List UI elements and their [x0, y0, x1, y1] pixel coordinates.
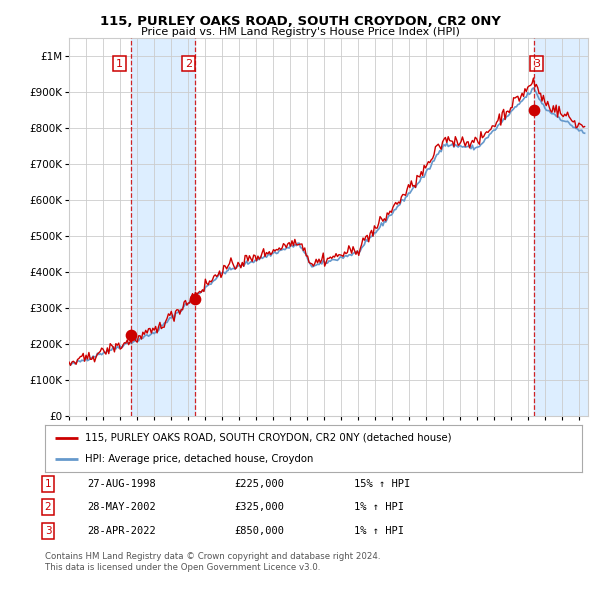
Text: Contains HM Land Registry data © Crown copyright and database right 2024.
This d: Contains HM Land Registry data © Crown c… — [45, 552, 380, 572]
Bar — [534, 38, 588, 416]
Text: 1: 1 — [116, 58, 123, 68]
Text: 28-APR-2022: 28-APR-2022 — [87, 526, 156, 536]
Text: 28-MAY-2002: 28-MAY-2002 — [87, 503, 156, 512]
Text: £325,000: £325,000 — [234, 503, 284, 512]
Point — [190, 294, 200, 304]
Text: HPI: Average price, detached house, Croydon: HPI: Average price, detached house, Croy… — [85, 454, 314, 464]
Text: £850,000: £850,000 — [234, 526, 284, 536]
Text: 115, PURLEY OAKS ROAD, SOUTH CROYDON, CR2 0NY (detached house): 115, PURLEY OAKS ROAD, SOUTH CROYDON, CR… — [85, 432, 452, 442]
Text: 3: 3 — [44, 526, 52, 536]
Text: 3: 3 — [533, 58, 540, 68]
Text: 1% ↑ HPI: 1% ↑ HPI — [354, 503, 404, 512]
Text: 2: 2 — [44, 503, 52, 512]
Text: 15% ↑ HPI: 15% ↑ HPI — [354, 479, 410, 489]
Point — [127, 330, 136, 340]
Text: Price paid vs. HM Land Registry's House Price Index (HPI): Price paid vs. HM Land Registry's House … — [140, 27, 460, 37]
Bar — [131, 38, 195, 416]
Text: 2: 2 — [185, 58, 192, 68]
Text: 1: 1 — [44, 479, 52, 489]
Text: 115, PURLEY OAKS ROAD, SOUTH CROYDON, CR2 0NY: 115, PURLEY OAKS ROAD, SOUTH CROYDON, CR… — [100, 15, 500, 28]
Text: £225,000: £225,000 — [234, 479, 284, 489]
Text: 1% ↑ HPI: 1% ↑ HPI — [354, 526, 404, 536]
Text: 27-AUG-1998: 27-AUG-1998 — [87, 479, 156, 489]
Point — [529, 106, 539, 115]
